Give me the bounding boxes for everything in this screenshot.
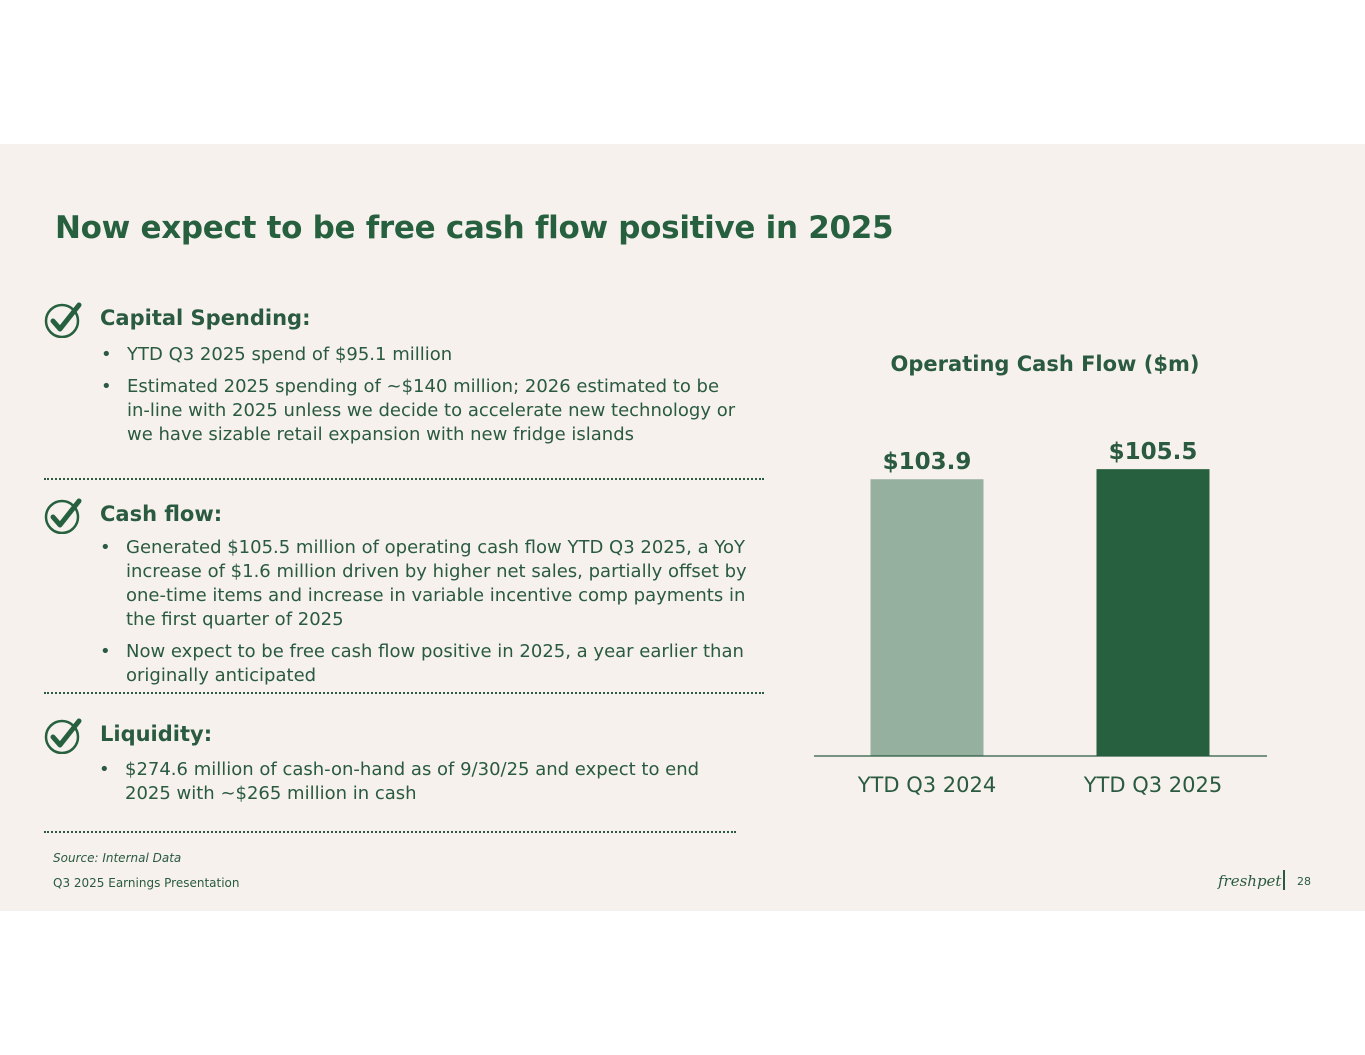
section-divider xyxy=(44,831,736,833)
bullet-list: • YTD Q3 2025 spend of $95.1 million • E… xyxy=(101,343,741,447)
section-divider xyxy=(44,692,764,694)
presentation-name: Q3 2025 Earnings Presentation xyxy=(53,876,240,890)
check-circle-icon xyxy=(44,498,82,534)
x-tick-label: YTD Q3 2025 xyxy=(1083,773,1223,797)
bullet-dot: • xyxy=(100,641,111,662)
bullet-item: • $274.6 million of cash-on-hand as of 9… xyxy=(99,758,719,806)
x-tick-label: YTD Q3 2024 xyxy=(857,773,997,797)
bullet-list: • $274.6 million of cash-on-hand as of 9… xyxy=(99,758,719,806)
section-header: Capital Spending: xyxy=(44,302,764,338)
bullet-text: Now expect to be free cash flow positive… xyxy=(126,641,744,686)
bullet-text: Estimated 2025 spending of ~$140 million… xyxy=(127,376,736,445)
data-label: $105.5 xyxy=(1109,439,1198,465)
footer-divider xyxy=(1283,870,1285,890)
source-note: Source: Internal Data xyxy=(53,851,182,865)
section-header: Cash flow: xyxy=(44,498,764,534)
bar-ytd-q3-2025 xyxy=(1096,469,1210,756)
chart-title: Operating Cash Flow ($m) xyxy=(890,352,1200,376)
section-title-cash-flow: Cash flow: xyxy=(100,502,223,526)
bullet-text: Generated $105.5 million of operating ca… xyxy=(126,537,747,630)
bullet-text: YTD Q3 2025 spend of $95.1 million xyxy=(127,344,453,365)
data-label: $103.9 xyxy=(883,449,972,475)
slide-title: Now expect to be free cash flow positive… xyxy=(55,210,894,246)
bullet-item: • Estimated 2025 spending of ~$140 milli… xyxy=(101,375,741,447)
bullet-dot: • xyxy=(101,344,112,365)
check-circle-icon xyxy=(44,718,82,754)
page-number: 28 xyxy=(1297,875,1311,888)
bullet-dot: • xyxy=(99,759,110,780)
bullet-item: • Generated $105.5 million of operating … xyxy=(100,536,760,632)
slide: Now expect to be free cash flow positive… xyxy=(0,144,1365,911)
freshpet-logo: freshpet xyxy=(1218,872,1282,890)
section-cash-flow: Cash flow: • Generated $105.5 million of… xyxy=(44,498,764,696)
bullet-list: • Generated $105.5 million of operating … xyxy=(100,536,760,688)
section-header: Liquidity: xyxy=(44,718,764,754)
bar-ytd-q3-2024 xyxy=(870,479,984,756)
operating-cash-flow-chart: $103.9 YTD Q3 2024 $105.5 YTD Q3 2025 xyxy=(814,439,1267,797)
section-capital-spending: Capital Spending: • YTD Q3 2025 spend of… xyxy=(44,302,764,455)
check-circle-icon xyxy=(44,302,82,338)
bullet-item: • YTD Q3 2025 spend of $95.1 million xyxy=(101,343,741,367)
bullet-item: • Now expect to be free cash flow positi… xyxy=(100,640,760,688)
bullet-dot: • xyxy=(100,537,111,558)
section-title-liquidity: Liquidity: xyxy=(100,722,213,746)
bullet-dot: • xyxy=(101,376,112,397)
section-liquidity: Liquidity: • $274.6 million of cash-on-h… xyxy=(44,718,764,814)
section-divider xyxy=(44,478,764,480)
bullet-text: $274.6 million of cash-on-hand as of 9/3… xyxy=(125,759,700,804)
section-title-capital-spending: Capital Spending: xyxy=(100,306,311,330)
